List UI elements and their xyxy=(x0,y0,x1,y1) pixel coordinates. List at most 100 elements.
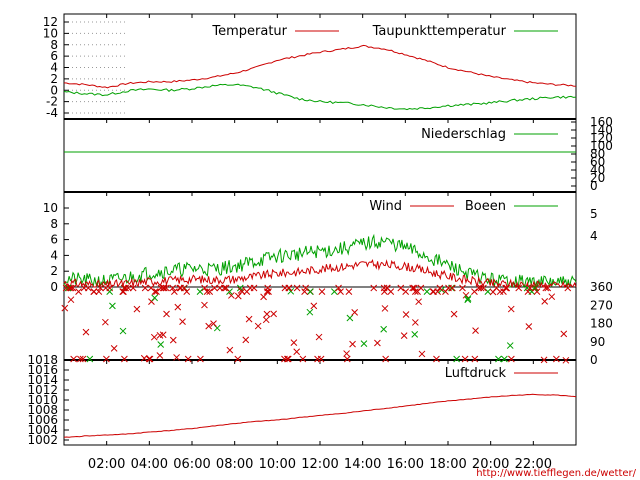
wind-direction-marker xyxy=(415,298,423,306)
wind-direction-marker xyxy=(429,288,437,296)
series-wind xyxy=(63,258,577,289)
y-tick-label: 1018 xyxy=(27,353,58,367)
wind-direction-marker xyxy=(102,284,110,292)
series-luftdruck xyxy=(63,393,577,438)
wind-direction-marker xyxy=(462,291,470,299)
wind-direction-marker xyxy=(180,284,188,292)
y-tick-label: 4 xyxy=(50,248,58,262)
series-lines xyxy=(61,44,577,438)
wind-direction-marker xyxy=(523,284,531,292)
wind-direction-marker xyxy=(515,284,523,292)
wind-direction-marker xyxy=(293,348,301,356)
wind-direction-marker xyxy=(453,355,461,363)
y-tick-label: 1006 xyxy=(27,413,58,427)
wind-direction-marker xyxy=(270,310,277,318)
wind-direction-marker xyxy=(472,327,479,334)
wind-direction-marker xyxy=(484,288,492,296)
wind-direction-marker xyxy=(507,305,515,313)
wind-direction-marker xyxy=(471,355,479,363)
wind-direction-marker xyxy=(163,310,170,318)
y-tick-label-right: 40 xyxy=(590,163,605,177)
wind-direction-marker xyxy=(418,350,426,358)
x-tick-label: 22:00 xyxy=(515,457,552,472)
y-tick-label: 8 xyxy=(50,217,58,231)
wind-direction-marker xyxy=(184,355,192,363)
wind-direction-marker xyxy=(203,288,211,296)
wind-direction-marker xyxy=(236,284,244,292)
wind-direction-marker xyxy=(179,318,186,325)
wind-direction-marker xyxy=(471,288,478,296)
wind-direction-marker xyxy=(495,355,502,363)
wind-direction-marker xyxy=(90,288,98,296)
wind-direction-marker xyxy=(196,288,204,296)
wind-direction-marker xyxy=(206,288,214,296)
wind-direction-marker xyxy=(263,310,271,318)
wind-direction-marker xyxy=(243,288,251,296)
wind-direction-marker xyxy=(448,284,456,292)
wind-direction-marker xyxy=(79,355,87,363)
wind-direction-marker xyxy=(381,288,388,296)
wind-direction-marker xyxy=(283,355,291,363)
wind-direction-marker xyxy=(226,346,234,354)
wind-direction-marker xyxy=(122,284,130,292)
wind-direction-marker xyxy=(335,284,342,292)
y-tick-label-right: 60 xyxy=(590,155,605,169)
x-tick-label: 12:00 xyxy=(301,457,338,472)
legend-taupunkttemperatur: Taupunkttemperatur xyxy=(372,24,507,39)
y-tick-label-right: 20 xyxy=(590,171,605,185)
wind-direction-marker xyxy=(477,284,485,292)
x-tick-label: 14:00 xyxy=(344,457,381,472)
wind-direction-marker xyxy=(82,328,90,336)
wind-direction-marker xyxy=(77,355,84,363)
wind-direction-marker xyxy=(506,342,514,349)
wind-direction-marker xyxy=(102,318,109,326)
wind-direction-marker xyxy=(502,284,510,292)
y-tick-label: 10 xyxy=(43,26,58,40)
wind-direction-marker xyxy=(147,284,155,292)
y-tick-label: 0 xyxy=(50,280,58,294)
wind-direction-marker xyxy=(110,344,118,352)
wind-direction-marker xyxy=(464,296,472,304)
y-tick-label-right: 120 xyxy=(590,131,613,145)
y-tick-label-right: 0 xyxy=(590,179,598,193)
wind-direction-marker xyxy=(380,325,388,333)
legend-niederschlag: Niederschlag xyxy=(421,127,506,142)
wind-direction-marker xyxy=(141,284,149,292)
wind-direction-marker xyxy=(402,288,410,296)
wind-direction-marker xyxy=(525,323,533,330)
x-tick-label: 16:00 xyxy=(387,457,424,472)
wind-direction-marker xyxy=(145,355,153,363)
wind-direction-marker xyxy=(411,331,419,338)
y-tick-label: 4 xyxy=(50,61,58,75)
wind-direction-marker xyxy=(66,284,73,292)
wind-direction-marker xyxy=(402,311,410,318)
wind-direction-marker xyxy=(337,288,344,296)
y-tick-label-right: 160 xyxy=(590,115,613,129)
y-tick-label: 2 xyxy=(50,264,58,278)
x-tick-label: 06:00 xyxy=(173,457,210,472)
wind-direction-marker xyxy=(238,288,246,296)
wind-direction-marker xyxy=(169,284,177,292)
wind-direction-marker xyxy=(174,303,182,311)
wind-direction-marker xyxy=(133,305,141,313)
wind-direction-marker xyxy=(351,309,359,316)
wind-direction-marker xyxy=(67,296,75,304)
wind-direction-marker xyxy=(562,356,570,364)
wind-direction-marker xyxy=(436,284,444,292)
y-tick-label: 1016 xyxy=(27,363,58,377)
direction-tick-label: 360 xyxy=(590,280,613,294)
wind-direction-marker xyxy=(265,288,272,296)
wind-direction-marker xyxy=(156,331,164,339)
wind-direction-marker xyxy=(67,284,75,292)
wind-direction-marker xyxy=(169,336,177,344)
y-tick-label: -4 xyxy=(46,106,58,120)
series-boeen xyxy=(63,233,577,288)
wind-direction-marker xyxy=(409,284,416,292)
wind-direction-marker xyxy=(360,340,368,347)
direction-tick-label: 270 xyxy=(590,298,613,312)
y-tick-label: 1010 xyxy=(27,393,58,407)
wind-direction-marker xyxy=(548,293,556,301)
y-tick-label-right: 140 xyxy=(590,123,613,137)
wind-direction-marker xyxy=(205,322,213,330)
